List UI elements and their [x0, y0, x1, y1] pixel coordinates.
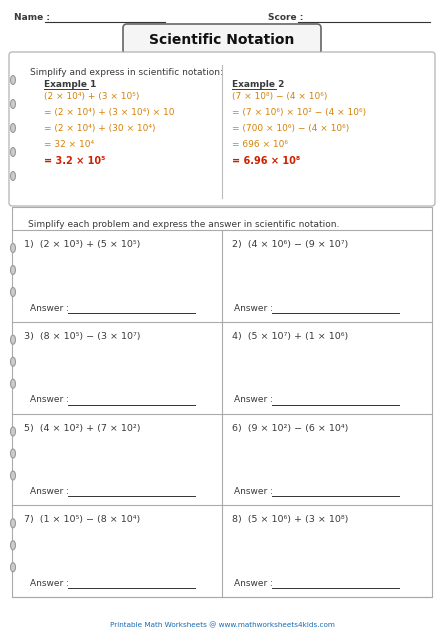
Ellipse shape: [11, 471, 16, 480]
Text: Name :: Name :: [14, 13, 50, 22]
Text: = 696 × 10⁶: = 696 × 10⁶: [232, 140, 288, 149]
Text: (2 × 10⁴) + (3 × 10⁵): (2 × 10⁴) + (3 × 10⁵): [44, 92, 139, 101]
Text: Answer :: Answer :: [234, 579, 273, 588]
Text: Simplify and express in scientific notation:: Simplify and express in scientific notat…: [30, 68, 223, 77]
Text: Answer :: Answer :: [234, 304, 273, 313]
Ellipse shape: [11, 123, 16, 133]
Text: 5)  (4 × 10²) + (7 × 10²): 5) (4 × 10²) + (7 × 10²): [24, 424, 140, 432]
Ellipse shape: [11, 563, 16, 572]
Text: Example 2: Example 2: [232, 80, 284, 89]
Ellipse shape: [11, 449, 16, 458]
Text: Answer :: Answer :: [30, 304, 69, 313]
Text: = (2 × 10⁴) + (3 × 10⁴) × 10: = (2 × 10⁴) + (3 × 10⁴) × 10: [44, 108, 174, 117]
Text: Scientific Notation: Scientific Notation: [149, 33, 295, 47]
Ellipse shape: [11, 335, 16, 344]
Ellipse shape: [11, 147, 16, 156]
Text: = 32 × 10⁴: = 32 × 10⁴: [44, 140, 94, 149]
Ellipse shape: [11, 243, 16, 253]
Ellipse shape: [11, 541, 16, 550]
Text: 7)  (1 × 10⁵) − (8 × 10⁴): 7) (1 × 10⁵) − (8 × 10⁴): [24, 515, 140, 525]
FancyBboxPatch shape: [123, 24, 321, 54]
Text: 6)  (9 × 10²) − (6 × 10⁴): 6) (9 × 10²) − (6 × 10⁴): [232, 424, 349, 432]
Text: Answer :: Answer :: [30, 487, 69, 496]
Ellipse shape: [11, 100, 16, 109]
Ellipse shape: [11, 76, 16, 84]
Text: 1)  (2 × 10³) + (5 × 10⁵): 1) (2 × 10³) + (5 × 10⁵): [24, 240, 140, 249]
Ellipse shape: [11, 171, 16, 180]
Bar: [12, 207, 432, 597]
Ellipse shape: [11, 379, 16, 388]
Text: = 6.96 × 10⁸: = 6.96 × 10⁸: [232, 156, 300, 166]
Ellipse shape: [11, 519, 16, 528]
Text: Answer :: Answer :: [234, 487, 273, 496]
Text: = (2 × 10⁴) + (30 × 10⁴): = (2 × 10⁴) + (30 × 10⁴): [44, 124, 155, 133]
Text: 2)  (4 × 10⁶) − (9 × 10⁷): 2) (4 × 10⁶) − (9 × 10⁷): [232, 240, 348, 249]
Ellipse shape: [11, 427, 16, 436]
Ellipse shape: [11, 265, 16, 274]
Text: Score :: Score :: [268, 13, 303, 22]
Text: 4)  (5 × 10⁷) + (1 × 10⁶): 4) (5 × 10⁷) + (1 × 10⁶): [232, 331, 348, 341]
Ellipse shape: [11, 358, 16, 366]
Text: 3)  (8 × 10⁵) − (3 × 10⁷): 3) (8 × 10⁵) − (3 × 10⁷): [24, 331, 140, 341]
Text: (7 × 10⁸) − (4 × 10⁶): (7 × 10⁸) − (4 × 10⁶): [232, 92, 327, 101]
Text: Simplify each problem and express the answer in scientific notation.: Simplify each problem and express the an…: [28, 220, 339, 229]
Text: Answer :: Answer :: [30, 396, 69, 404]
Text: 8)  (5 × 10⁶) + (3 × 10⁸): 8) (5 × 10⁶) + (3 × 10⁸): [232, 515, 349, 525]
Text: = 3.2 × 10⁵: = 3.2 × 10⁵: [44, 156, 105, 166]
Text: = (7 × 10⁶) × 10² − (4 × 10⁶): = (7 × 10⁶) × 10² − (4 × 10⁶): [232, 108, 366, 117]
Text: = (700 × 10⁶) − (4 × 10⁶): = (700 × 10⁶) − (4 × 10⁶): [232, 124, 349, 133]
Text: Printable Math Worksheets @ www.mathworksheets4kids.com: Printable Math Worksheets @ www.mathwork…: [110, 622, 334, 629]
FancyBboxPatch shape: [9, 52, 435, 206]
Text: Example 1: Example 1: [44, 80, 96, 89]
Text: Answer :: Answer :: [30, 579, 69, 588]
Text: Answer :: Answer :: [234, 396, 273, 404]
Ellipse shape: [11, 288, 16, 297]
